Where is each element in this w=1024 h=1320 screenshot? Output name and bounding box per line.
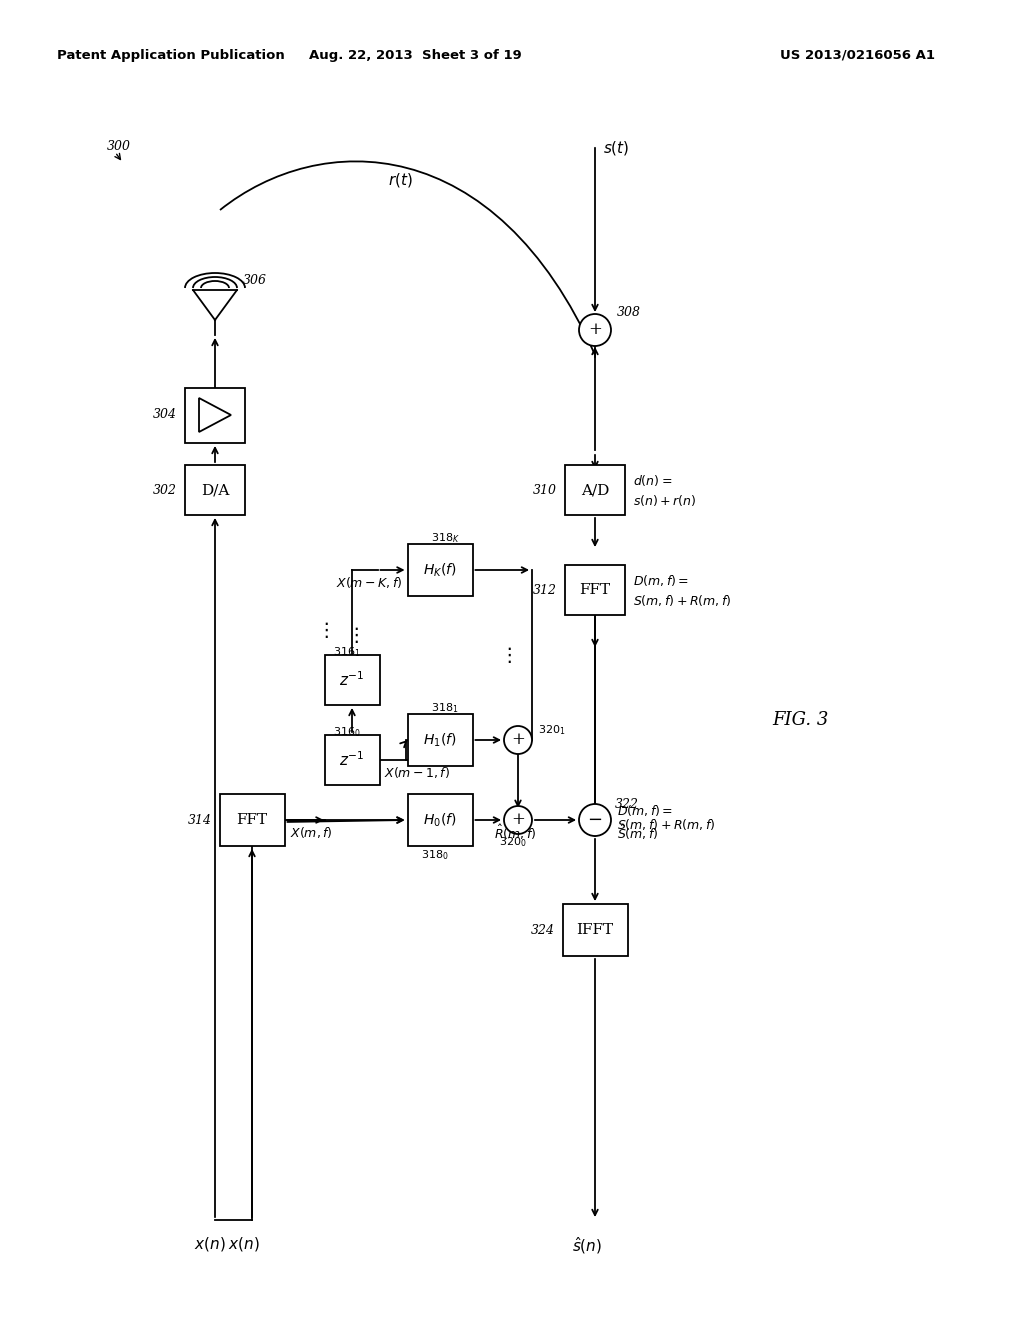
Text: Patent Application Publication: Patent Application Publication — [57, 49, 285, 62]
Text: FIG. 3: FIG. 3 — [772, 711, 828, 729]
Bar — [185, 388, 245, 442]
Text: FFT: FFT — [580, 583, 610, 597]
Bar — [325, 655, 380, 705]
Bar — [562, 904, 628, 956]
Text: D/A: D/A — [201, 483, 229, 498]
Text: $320_1$: $320_1$ — [538, 723, 565, 737]
Text: $x(n)$: $x(n)$ — [195, 1236, 226, 1253]
Circle shape — [579, 804, 611, 836]
Text: $\vdots$: $\vdots$ — [315, 620, 329, 640]
Circle shape — [504, 807, 532, 834]
Text: +: + — [511, 812, 525, 829]
Bar — [408, 795, 472, 846]
Circle shape — [579, 314, 611, 346]
Text: FFT: FFT — [237, 813, 267, 828]
Text: US 2013/0216056 A1: US 2013/0216056 A1 — [780, 49, 935, 62]
Bar — [565, 565, 625, 615]
Text: $\hat{s}(n)$: $\hat{s}(n)$ — [572, 1236, 602, 1255]
Text: $320_0$: $320_0$ — [499, 836, 527, 849]
Text: $\vdots$: $\vdots$ — [346, 624, 358, 645]
Text: $D(m,f) =$: $D(m,f) =$ — [617, 803, 673, 817]
Text: 310: 310 — [534, 483, 557, 496]
Text: $D(m,f) =$: $D(m,f) =$ — [633, 573, 689, 587]
Text: 324: 324 — [531, 924, 555, 936]
Text: $318_K$: $318_K$ — [430, 531, 460, 545]
Text: IFFT: IFFT — [577, 923, 613, 937]
Text: $S(m,f) + R(m,f)$: $S(m,f) + R(m,f)$ — [633, 593, 731, 607]
Bar — [185, 465, 245, 515]
Bar — [408, 544, 472, 597]
Text: $H_K(f)$: $H_K(f)$ — [423, 561, 457, 578]
Bar — [408, 714, 472, 766]
Text: $z^{-1}$: $z^{-1}$ — [339, 671, 365, 689]
Text: $d(n) =$: $d(n) =$ — [633, 473, 673, 487]
Text: +: + — [511, 731, 525, 748]
Bar — [219, 795, 285, 846]
Text: $X(m,f)$: $X(m,f)$ — [290, 825, 332, 840]
Text: $X(m-K,f)$: $X(m-K,f)$ — [336, 574, 402, 590]
Text: 300: 300 — [106, 140, 131, 153]
Text: $r(t)$: $r(t)$ — [388, 172, 413, 189]
Text: +: + — [588, 322, 602, 338]
Text: $x(n)$: $x(n)$ — [228, 1236, 260, 1253]
Text: $H_1(f)$: $H_1(f)$ — [423, 731, 457, 748]
Text: $z^{-1}$: $z^{-1}$ — [339, 751, 365, 770]
Text: $s(t)$: $s(t)$ — [603, 139, 630, 157]
Text: −: − — [588, 810, 602, 829]
Text: Aug. 22, 2013  Sheet 3 of 19: Aug. 22, 2013 Sheet 3 of 19 — [308, 49, 521, 62]
Text: $316_1$: $316_1$ — [333, 645, 360, 659]
Bar — [325, 735, 380, 785]
Text: 322: 322 — [615, 799, 639, 812]
Text: $X(m-1,f)$: $X(m-1,f)$ — [384, 764, 451, 780]
Text: $318_0$: $318_0$ — [421, 849, 449, 862]
Text: $s(n) + r(n)$: $s(n) + r(n)$ — [633, 492, 696, 507]
Text: $\hat{R}(m,f)$: $\hat{R}(m,f)$ — [494, 822, 537, 842]
Bar — [565, 465, 625, 515]
Text: $\vdots$: $\vdots$ — [499, 645, 511, 665]
Text: $S(m,f) + R(m,f)$: $S(m,f) + R(m,f)$ — [617, 817, 716, 833]
Text: A/D: A/D — [581, 483, 609, 498]
Text: 314: 314 — [188, 813, 212, 826]
Text: 312: 312 — [534, 583, 557, 597]
Text: 302: 302 — [153, 483, 177, 496]
Text: 306: 306 — [243, 273, 267, 286]
Text: $316_0$: $316_0$ — [333, 725, 360, 739]
Circle shape — [504, 726, 532, 754]
Text: 304: 304 — [153, 408, 177, 421]
Text: $318_1$: $318_1$ — [431, 701, 459, 715]
Text: $H_0(f)$: $H_0(f)$ — [423, 812, 457, 829]
Text: 308: 308 — [617, 305, 641, 318]
Text: $\hat{S}(m,f)$: $\hat{S}(m,f)$ — [617, 822, 658, 842]
